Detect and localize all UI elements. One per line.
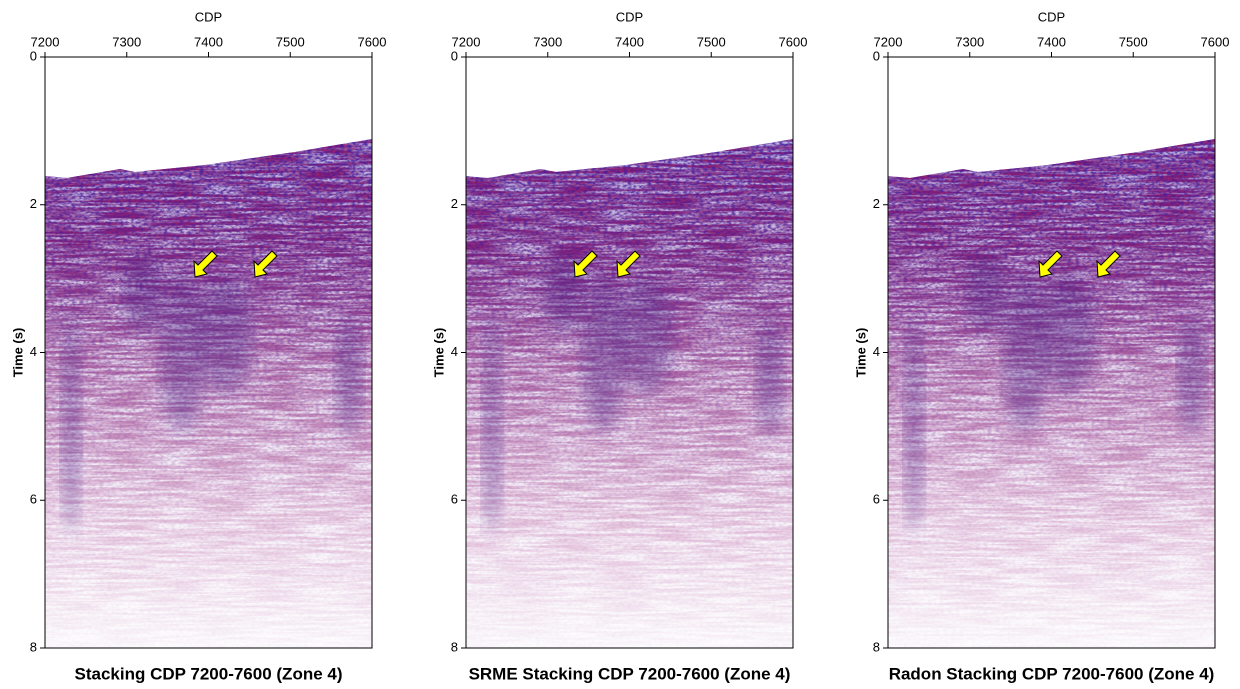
panel-title: SRME Stacking CDP 7200-7600 (Zone 4) <box>469 664 791 683</box>
x-tick-label: 7300 <box>112 34 141 49</box>
seismic-plume <box>581 272 626 433</box>
seismic-plume <box>966 253 1007 334</box>
y-axis-label: Time (s) <box>853 328 868 378</box>
y-tick-label: 4 <box>451 344 458 359</box>
seismic-plume <box>544 253 585 334</box>
seismic-speckle <box>466 139 793 648</box>
seismic-image <box>45 139 372 648</box>
seismic-plume <box>61 313 82 534</box>
y-tick-label: 8 <box>451 639 458 654</box>
x-tick-label: 7400 <box>1037 34 1066 49</box>
panel: 7200 7300 7400 7500 7600 CDP 0 2 4 6 8 Time (s) Stac… <box>10 9 386 683</box>
x-tick-label: 7300 <box>955 34 984 49</box>
x-tick-label: 7600 <box>779 34 808 49</box>
y-tick-label: 2 <box>30 196 37 211</box>
panel-title: Radon Stacking CDP 7200-7600 (Zone 4) <box>889 664 1215 683</box>
seismic-plume <box>1003 272 1048 433</box>
arrow <box>253 250 278 278</box>
seismic-plume <box>904 313 925 534</box>
x-tick-label: 7400 <box>615 34 644 49</box>
seismic-image <box>888 139 1215 648</box>
seismic-image <box>466 139 793 648</box>
seismic-plume <box>123 253 164 334</box>
x-tick-label: 7600 <box>1201 34 1230 49</box>
seismic-plume <box>335 316 364 437</box>
arrow <box>573 250 598 278</box>
y-tick-label: 6 <box>451 492 458 507</box>
x-tick-label: 7300 <box>533 34 562 49</box>
y-tick-label: 0 <box>873 48 880 63</box>
y-tick-label: 4 <box>30 344 37 359</box>
arrow <box>1038 250 1063 278</box>
arrow <box>616 250 641 278</box>
seismic-plume <box>1039 274 1096 395</box>
y-tick-label: 2 <box>451 196 458 211</box>
seismic-plume <box>482 313 503 534</box>
seismic-plume <box>1178 316 1207 437</box>
seismic-speckle <box>888 139 1215 648</box>
seismic-speckle <box>45 139 372 648</box>
y-tick-label: 0 <box>451 48 458 63</box>
seismic-plume <box>160 272 205 433</box>
y-axis-label: Time (s) <box>431 328 446 378</box>
x-axis-label: CDP <box>1038 9 1065 24</box>
x-tick-label: 7600 <box>358 34 387 49</box>
arrow <box>1096 250 1121 278</box>
x-tick-label: 7200 <box>874 34 903 49</box>
x-axis-label: CDP <box>616 9 643 24</box>
panel: 7200 7300 7400 7500 7600 CDP 0 2 4 6 8 Time (s) SRME… <box>431 9 807 683</box>
y-tick-label: 2 <box>873 196 880 211</box>
y-tick-label: 6 <box>30 492 37 507</box>
x-axis-label: CDP <box>195 9 222 24</box>
y-tick-label: 8 <box>30 639 37 654</box>
y-tick-label: 4 <box>873 344 880 359</box>
seismic-plume <box>196 274 253 395</box>
x-tick-label: 7500 <box>697 34 726 49</box>
x-tick-label: 7500 <box>1119 34 1148 49</box>
x-tick-label: 7500 <box>276 34 305 49</box>
seismic-plume <box>617 274 674 395</box>
arrow <box>193 250 218 278</box>
y-tick-label: 6 <box>873 492 880 507</box>
x-tick-label: 7400 <box>194 34 223 49</box>
panel: 7200 7300 7400 7500 7600 CDP 0 2 4 6 8 Time (s) Rado… <box>853 9 1229 683</box>
y-tick-label: 0 <box>30 48 37 63</box>
x-tick-label: 7200 <box>452 34 481 49</box>
panel-title: Stacking CDP 7200-7600 (Zone 4) <box>74 664 342 683</box>
y-axis-label: Time (s) <box>10 328 25 378</box>
seismic-plume <box>756 316 785 437</box>
y-tick-label: 8 <box>873 639 880 654</box>
x-tick-label: 7200 <box>31 34 60 49</box>
